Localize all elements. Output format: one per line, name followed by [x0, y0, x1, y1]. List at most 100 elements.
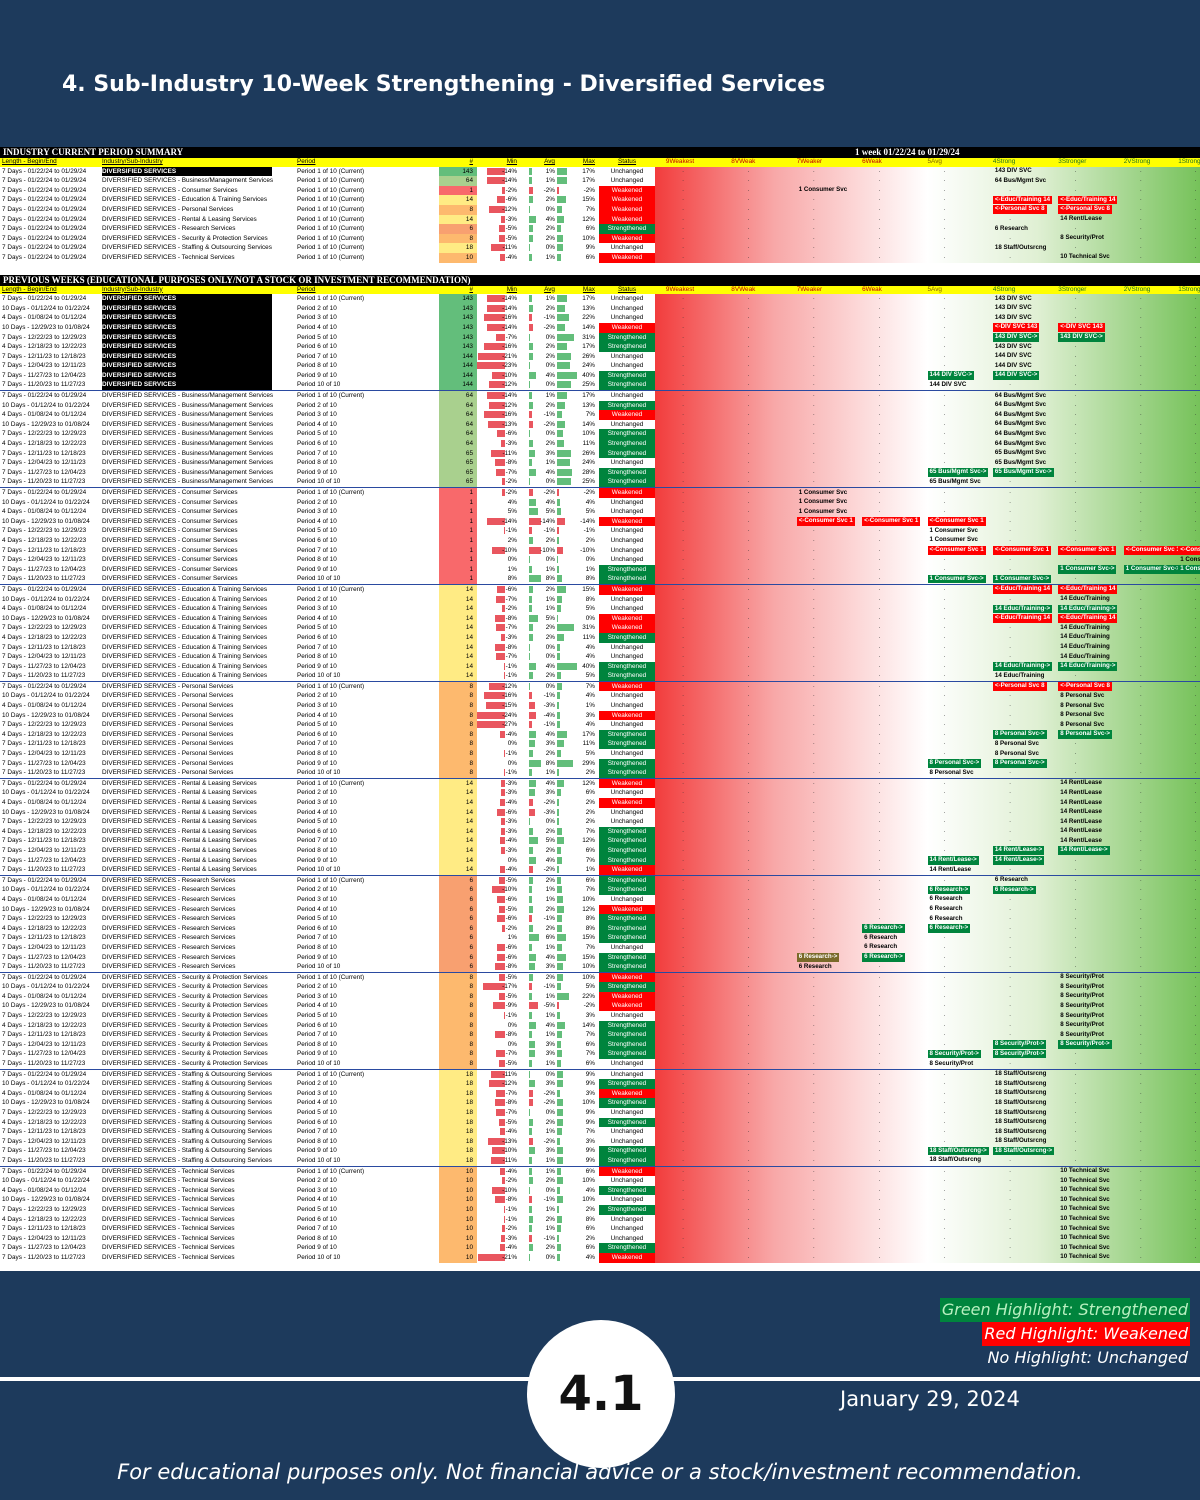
- band-dot: .: [943, 498, 946, 505]
- band-dot: .: [1009, 827, 1011, 834]
- min-bar: [477, 352, 505, 360]
- band-dot: .: [747, 846, 750, 853]
- band-dot: .: [878, 215, 881, 222]
- band-dot: .: [682, 653, 684, 660]
- band-label: 6Weak: [862, 158, 882, 165]
- row-avg: 4%: [517, 468, 555, 478]
- min-value: -3%: [505, 215, 517, 223]
- min-bar: [497, 943, 505, 951]
- band-dot: .: [1009, 808, 1011, 815]
- band-marker: 8 Security/Prot->: [927, 1049, 981, 1059]
- band-dots: .........: [655, 865, 1200, 875]
- row-count: 10: [439, 1185, 477, 1196]
- band-marker: <-Personal Svc 8: [1058, 682, 1112, 691]
- row-count: 8: [439, 1030, 477, 1040]
- avg-bar: [529, 1167, 532, 1175]
- table-row: 7 Days - 12/04/23 to 12/11/23 DIVERSIFIED…: [0, 845, 1200, 856]
- min-bar: [498, 905, 505, 913]
- min-value: -11%: [502, 244, 517, 252]
- row-avg: 2%: [517, 749, 555, 759]
- min-bar: [499, 1167, 505, 1175]
- band-dots: .........: [655, 962, 1200, 972]
- band-dot: .: [1074, 1080, 1077, 1087]
- band-dot: .: [878, 643, 881, 650]
- row-min: -6%: [477, 943, 517, 953]
- band-dots: .........: [655, 1059, 1200, 1069]
- row-count: 143: [439, 332, 477, 343]
- row-min: -2%: [477, 1176, 517, 1186]
- row-max: 7%: [555, 410, 595, 420]
- row-avg: 2%: [517, 633, 555, 643]
- band-dot: .: [1009, 478, 1011, 485]
- min-value: -7%: [505, 624, 517, 632]
- avg-bar: [529, 392, 532, 400]
- row-max: 10%: [555, 973, 595, 983]
- min-value: -11%: [502, 1070, 517, 1078]
- row-period: Period 9 of 10: [297, 1244, 337, 1252]
- row-min: 0%: [477, 555, 517, 565]
- band-marker: 10 Technical Svc: [1060, 1167, 1110, 1175]
- row-count: 14: [439, 652, 477, 662]
- band-dot: .: [878, 1205, 881, 1212]
- max-bar: [557, 1137, 560, 1145]
- band-dot: .: [1009, 943, 1011, 950]
- min-bar: [484, 692, 505, 700]
- avg-value: -4%: [543, 711, 555, 719]
- row-industry: DIVERSIFIED SERVICES - Consumer Services: [102, 527, 238, 535]
- band-dot: .: [813, 779, 815, 786]
- row-industry: DIVERSIFIED SERVICES - Personal Services: [102, 721, 234, 729]
- band-dot: .: [943, 672, 946, 679]
- max-value: -10%: [580, 546, 595, 554]
- band-dot: .: [747, 1205, 750, 1212]
- row-max: 5%: [555, 749, 595, 759]
- row-max: 31%: [555, 333, 595, 343]
- avg-value: -2%: [543, 1137, 555, 1145]
- row-count: 143: [439, 303, 477, 314]
- band-dots: .........: [655, 352, 1200, 362]
- band-dot: .: [943, 789, 946, 796]
- avg-value: 0%: [545, 430, 555, 438]
- band-dot: .: [1140, 186, 1142, 193]
- band-dot: .: [682, 536, 684, 543]
- band-marker: 8 Security/Prot: [1060, 982, 1104, 990]
- band-dot: .: [1194, 827, 1197, 834]
- band-dot: .: [1009, 295, 1011, 302]
- row-industry: DIVERSIFIED SERVICES - Security & Protec…: [102, 1060, 268, 1068]
- band-dot: .: [682, 527, 684, 534]
- row-avg: 2%: [517, 1215, 555, 1225]
- min-value: -12%: [502, 401, 517, 409]
- band-marker: <-Personal Svc 8: [992, 682, 1047, 691]
- row-industry: DIVERSIFIED SERVICES - Consumer Services: [102, 517, 238, 525]
- row-band-heat: .........8 Security/Prot: [655, 1001, 1200, 1012]
- row-avg: 3%: [517, 962, 555, 972]
- row-max: 17%: [555, 176, 595, 186]
- row-status: Unchanged: [599, 691, 655, 702]
- row-band-heat: ......... 10 Technical Svc: [655, 1176, 1200, 1186]
- band-dot: .: [682, 440, 684, 447]
- row-band-heat: .........8 Personal Svc: [655, 749, 1200, 759]
- avg-value: 0%: [545, 1070, 555, 1078]
- row-industry: DIVERSIFIED SERVICES - Business/Manageme…: [102, 177, 274, 185]
- row-max: 8%: [555, 914, 595, 924]
- table-row: 7 Days - 12/22/23 to 12/29/23 DIVERSIFIED…: [0, 1108, 1200, 1118]
- row-avg: 1%: [517, 1030, 555, 1040]
- band-dot: .: [1194, 633, 1197, 640]
- row-min: -14%: [477, 323, 517, 333]
- band-dot: .: [1140, 489, 1142, 495]
- row-period: Period 3 of 10: [297, 895, 337, 903]
- row-industry: DIVERSIFIED SERVICES - Rental & Leasing …: [102, 215, 257, 223]
- band-dot: .: [813, 333, 815, 340]
- band-dot: .: [943, 692, 946, 699]
- max-bar: [557, 934, 566, 942]
- row-band-heat: .........6 Research->6 Research->: [655, 923, 1200, 934]
- band-label: 3Stronger: [1058, 158, 1087, 165]
- row-min: -10%: [477, 885, 517, 895]
- row-avg: 1%: [517, 992, 555, 1002]
- band-dot: .: [943, 963, 946, 970]
- max-value: 11%: [582, 740, 595, 748]
- band-dot: .: [1140, 1215, 1142, 1222]
- band-dot: .: [747, 924, 750, 931]
- band-dot: .: [1140, 1156, 1142, 1163]
- row-length: 4 Days - 01/08/24 to 01/12/24: [2, 1089, 87, 1097]
- band-dots: .........: [655, 342, 1200, 352]
